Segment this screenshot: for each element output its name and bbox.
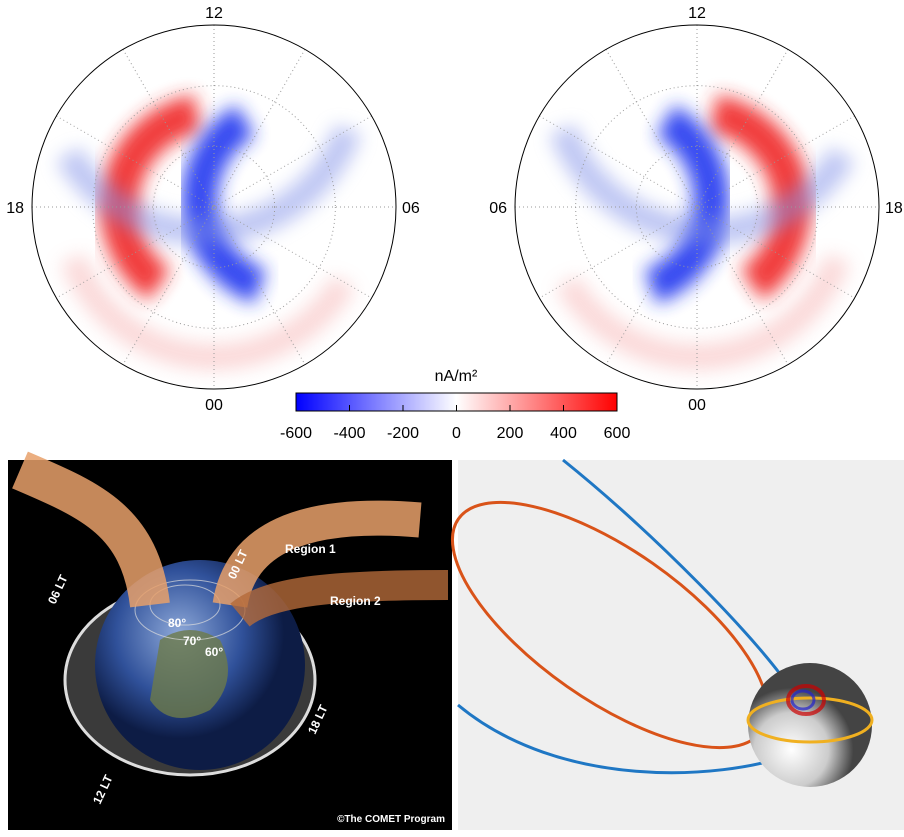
- current-blob: [555, 253, 851, 370]
- lat-label: 80°: [168, 616, 186, 630]
- direction-label: 06: [402, 200, 420, 217]
- current-blob: [709, 94, 811, 301]
- illustration: Region 1 Region 2 80° 70° 60° 06 LT 18 L…: [8, 451, 452, 830]
- region-1: Region 1: [285, 542, 336, 556]
- direction-label: 12: [688, 5, 706, 22]
- colorbar-tick-label: 600: [604, 425, 631, 442]
- grid-spoke: [605, 49, 789, 365]
- polar-border: [31, 24, 397, 390]
- grid-circle: [152, 145, 276, 269]
- grid-spoke: [539, 115, 855, 299]
- direction-label: 18: [6, 200, 24, 217]
- colorbar-tick-label: -600: [280, 425, 312, 442]
- grid-circle: [635, 145, 759, 269]
- colorbar-label: nA/m²: [435, 368, 478, 385]
- direction-label: 06: [489, 200, 507, 217]
- region-2: Region 2: [330, 594, 381, 608]
- polar-border: [514, 24, 880, 390]
- polar-plot: 12 00 06 18: [489, 5, 903, 414]
- current-blob: [56, 124, 362, 246]
- grid-spoke: [122, 49, 306, 365]
- direction-label: 12: [205, 5, 223, 22]
- direction-label: 00: [205, 397, 223, 414]
- direction-label: 00: [688, 397, 706, 414]
- grid-spoke: [56, 115, 372, 299]
- current-blob: [644, 104, 730, 304]
- grid-spoke: [56, 115, 372, 299]
- credit: ©The COMET Program: [337, 814, 445, 825]
- colorbar-tick-label: 400: [550, 425, 577, 442]
- grid-spoke: [122, 49, 306, 365]
- colorbar-tick-label: 0: [452, 425, 461, 442]
- current-blob: [60, 253, 356, 370]
- polar-plot: 12 00 18 06: [6, 5, 420, 414]
- current-blob: [100, 94, 202, 301]
- direction-label: 18: [885, 200, 903, 217]
- lat-label: 70°: [183, 634, 201, 648]
- colorbar-tick-label: -200: [387, 425, 419, 442]
- grid-spoke: [539, 115, 855, 299]
- lat-label: 60°: [205, 645, 223, 659]
- field-lines-panel: [450, 458, 904, 830]
- grid-circle: [92, 85, 336, 329]
- grid-spoke: [605, 49, 789, 365]
- current-blob: [549, 124, 855, 246]
- colorbar-tick-label: 200: [497, 425, 524, 442]
- current-blob: [181, 104, 267, 304]
- colorbar-tick-label: -400: [333, 425, 365, 442]
